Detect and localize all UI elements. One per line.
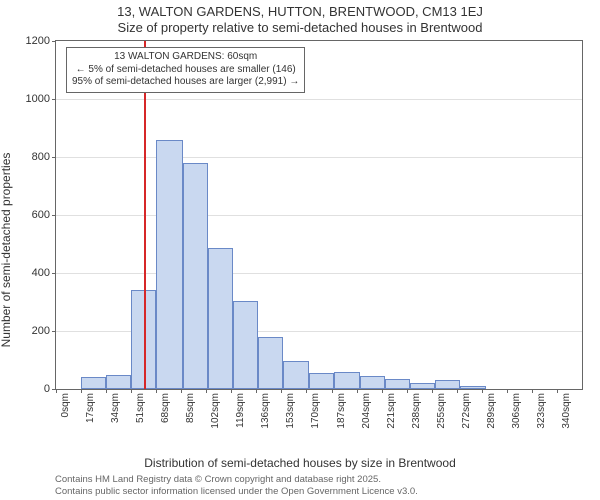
x-tick-mark — [56, 389, 57, 393]
x-tick-label: 136sqm — [260, 393, 271, 429]
x-tick-label: 34sqm — [110, 393, 121, 423]
x-tick-label: 102sqm — [210, 393, 221, 429]
x-tick-mark — [131, 389, 132, 393]
x-tick-label: 153sqm — [285, 393, 296, 429]
histogram-bar — [385, 379, 410, 389]
x-tick-label: 238sqm — [411, 393, 422, 429]
histogram-bar — [233, 301, 258, 389]
x-tick-mark — [306, 389, 307, 393]
x-tick-mark — [106, 389, 107, 393]
x-tick-label: 187sqm — [336, 393, 347, 429]
x-tick-label: 272sqm — [461, 393, 472, 429]
x-tick-mark — [382, 389, 383, 393]
x-tick-mark — [482, 389, 483, 393]
histogram-bar — [258, 337, 283, 389]
annotation-line: ← 5% of semi-detached houses are smaller… — [72, 64, 299, 77]
x-tick-label: 289sqm — [486, 393, 497, 429]
x-tick-mark — [231, 389, 232, 393]
y-tick-label: 1200 — [10, 35, 56, 47]
x-tick-mark — [181, 389, 182, 393]
histogram-bar — [208, 248, 233, 389]
x-tick-label: 306sqm — [511, 393, 522, 429]
x-tick-label: 51sqm — [135, 393, 146, 423]
chart-title-address: 13, WALTON GARDENS, HUTTON, BRENTWOOD, C… — [0, 4, 600, 19]
x-tick-label: 221sqm — [386, 393, 397, 429]
y-tick-label: 800 — [10, 151, 56, 163]
histogram-bar — [309, 373, 334, 389]
x-tick-label: 255sqm — [436, 393, 447, 429]
y-tick-label: 1000 — [10, 93, 56, 105]
annotation-line: 95% of semi-detached houses are larger (… — [72, 76, 299, 89]
y-tick-label: 400 — [10, 267, 56, 279]
histogram-bar — [334, 372, 359, 389]
x-tick-mark — [407, 389, 408, 393]
x-axis-label: Distribution of semi-detached houses by … — [0, 456, 600, 470]
x-tick-mark — [332, 389, 333, 393]
x-tick-label: 323sqm — [536, 393, 547, 429]
x-tick-mark — [557, 389, 558, 393]
histogram-bar — [156, 140, 183, 389]
histogram-bar — [81, 377, 106, 389]
histogram-bar — [360, 376, 385, 389]
x-tick-mark — [507, 389, 508, 393]
chart-root: 13, WALTON GARDENS, HUTTON, BRENTWOOD, C… — [0, 0, 600, 500]
x-tick-label: 85sqm — [185, 393, 196, 423]
x-tick-label: 170sqm — [310, 393, 321, 429]
x-tick-mark — [81, 389, 82, 393]
x-tick-mark — [357, 389, 358, 393]
x-tick-label: 340sqm — [561, 393, 572, 429]
histogram-bar — [106, 375, 131, 389]
x-tick-mark — [532, 389, 533, 393]
histogram-bar — [435, 380, 460, 389]
x-tick-mark — [432, 389, 433, 393]
chart-subtitle: Size of property relative to semi-detach… — [0, 20, 600, 35]
plot-area: 0200400600800100012000sqm17sqm34sqm51sqm… — [55, 40, 583, 390]
x-tick-label: 119sqm — [235, 393, 246, 428]
y-tick-label: 0 — [10, 383, 56, 395]
credits-line-1: Contains HM Land Registry data © Crown c… — [55, 474, 418, 486]
x-tick-mark — [281, 389, 282, 393]
grid-line — [56, 99, 582, 100]
y-tick-label: 600 — [10, 209, 56, 221]
x-tick-mark — [457, 389, 458, 393]
x-tick-mark — [156, 389, 157, 393]
x-tick-mark — [256, 389, 257, 393]
histogram-bar — [183, 163, 208, 389]
x-tick-label: 0sqm — [60, 393, 71, 417]
y-axis-label: Number of semi-detached properties — [0, 153, 13, 348]
grid-line — [56, 273, 582, 274]
reference-line — [144, 41, 146, 389]
annotation-line: 13 WALTON GARDENS: 60sqm — [72, 51, 299, 64]
y-tick-label: 200 — [10, 325, 56, 337]
x-tick-label: 17sqm — [85, 393, 96, 423]
grid-line — [56, 215, 582, 216]
credits-line-2: Contains public sector information licen… — [55, 486, 418, 498]
histogram-bar — [283, 361, 310, 389]
x-tick-label: 204sqm — [361, 393, 372, 429]
grid-line — [56, 157, 582, 158]
x-tick-mark — [206, 389, 207, 393]
x-tick-label: 68sqm — [160, 393, 171, 423]
annotation-box: 13 WALTON GARDENS: 60sqm← 5% of semi-det… — [66, 47, 305, 93]
credits: Contains HM Land Registry data © Crown c… — [55, 474, 418, 498]
